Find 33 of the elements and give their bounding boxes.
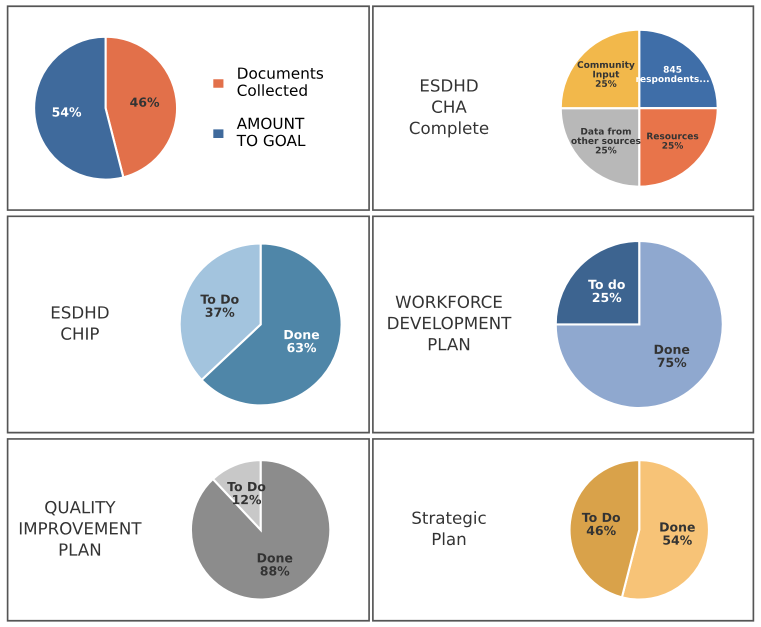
slice-label: Done	[660, 522, 695, 532]
slice-label: Data from other sources	[571, 128, 640, 144]
legend-label: AMOUNT TO GOAL	[236, 118, 306, 146]
pie-slice	[190, 459, 332, 601]
slice-label: To Do	[227, 482, 266, 492]
pie-slice	[554, 240, 724, 410]
slice-label: To do	[588, 279, 625, 290]
slice-label: Done	[284, 330, 320, 340]
slice-label: Done	[258, 553, 292, 563]
slice-label: To Do	[200, 294, 239, 304]
text: ESDHD CHA Complete	[410, 79, 488, 138]
data-label: 25%	[596, 80, 616, 87]
data-label: 37%	[206, 307, 234, 317]
text: WORKFORCE DEVELOPMENT PLAN	[388, 296, 512, 350]
data-label: 54%	[663, 535, 692, 545]
data-label: 25%	[662, 142, 684, 149]
slice-label: Community Input	[577, 61, 635, 80]
slice-label: To Do	[582, 512, 620, 522]
slice-label: Resources	[647, 132, 698, 140]
text: Strategic Plan	[412, 511, 486, 546]
legend-label: Documents Collected	[238, 68, 324, 96]
data-label: 12%	[232, 494, 262, 504]
data-label: 25%	[596, 146, 616, 154]
data-label: 54%	[52, 107, 82, 117]
text: QUALITY IMPROVEMENT PLAN	[20, 500, 142, 556]
text: ESDHD CHIP	[52, 306, 109, 340]
data-label: 63%	[287, 342, 316, 352]
data-label: 25%	[592, 292, 622, 302]
data-label: 46%	[130, 97, 160, 107]
data-label: 75%	[658, 358, 686, 368]
slice-label: Done	[654, 344, 690, 354]
data-label: 46%	[586, 526, 616, 536]
data-label: 88%	[260, 566, 290, 576]
